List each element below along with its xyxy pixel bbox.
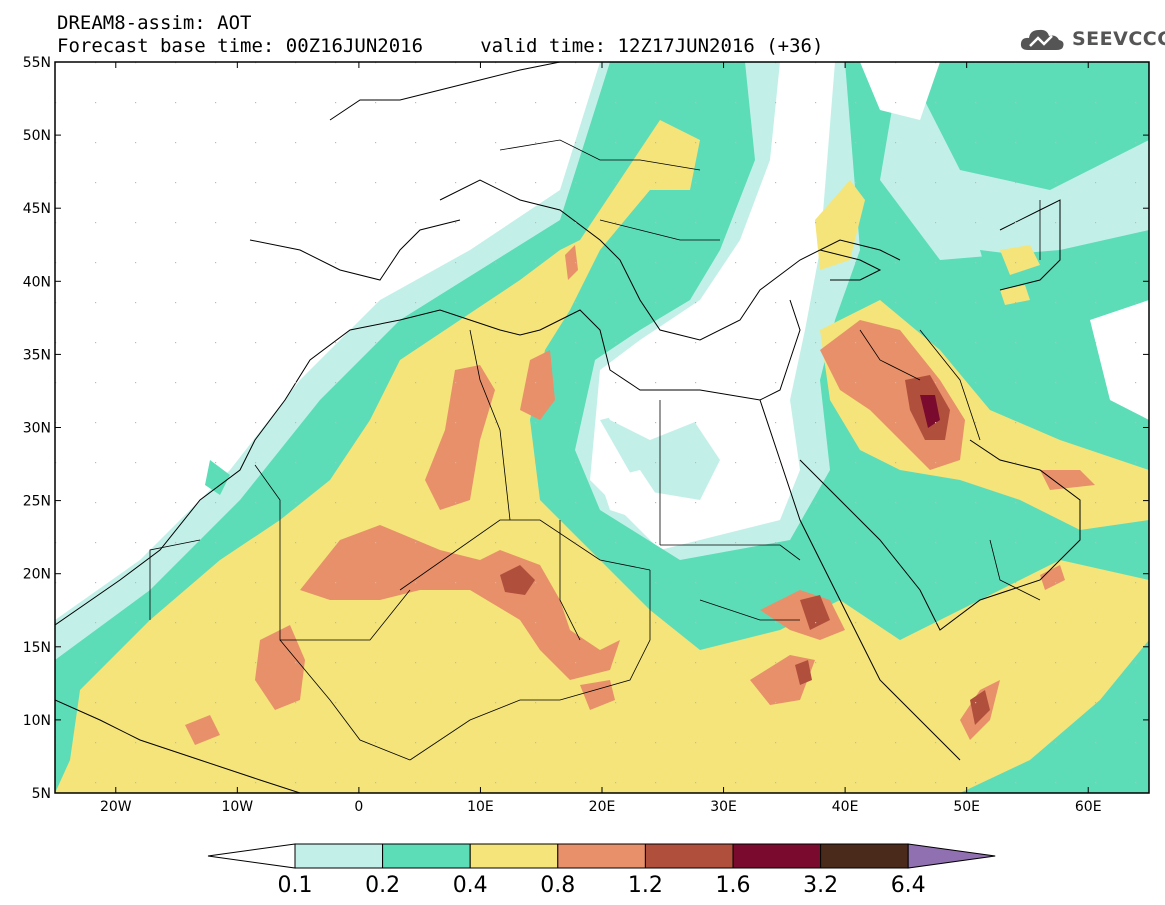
colorbar-label: 1.2 [628, 873, 663, 898]
colorbar-swatch [557, 843, 646, 869]
colorbar-label: 6.4 [891, 873, 926, 898]
colorbar-label: 3.2 [803, 873, 838, 898]
lat-label: 55N [23, 55, 51, 71]
lon-label: 30E [710, 799, 737, 815]
forecast-time-line: Forecast base time: 00Z16JUN2016 valid t… [57, 35, 824, 57]
lat-label: 15N [23, 640, 51, 656]
lon-label: 10E [467, 799, 494, 815]
colorbar-label: 0.1 [278, 873, 313, 898]
lat-label: 10N [23, 713, 51, 729]
lon-label: 10W [221, 799, 253, 815]
lon-label: 20E [589, 799, 616, 815]
lat-label: 20N [23, 567, 51, 583]
lon-label: 20W [100, 799, 132, 815]
colorbar-under-arrow [207, 843, 296, 869]
lon-label: 0 [354, 799, 363, 815]
lat-label: 50N [23, 128, 51, 144]
colorbar-label: 1.6 [716, 873, 751, 898]
colorbar-swatch [382, 843, 471, 869]
logo-text: SEEVCCC [1072, 28, 1165, 50]
lat-label: 45N [23, 201, 51, 217]
colorbar-swatch [820, 843, 909, 869]
latitude-axis: 55N 50N 45N 40N 35N 30N 25N 20N 15N 10N 5N [23, 55, 1149, 802]
lon-label: 60E [1075, 799, 1102, 815]
cloud-icon [1020, 29, 1064, 50]
lat-label: 25N [23, 494, 51, 510]
colorbar-label: 0.4 [453, 873, 488, 898]
map-title: DREAM8-assim: AOT [57, 12, 252, 34]
lon-label: 50E [953, 799, 980, 815]
colorbar-over-arrow [907, 843, 996, 869]
colorbar-swatch [469, 843, 559, 869]
colorbar: 0.1 0.2 0.4 0.8 1.2 1.6 3.2 6.4 [207, 843, 996, 898]
longitude-axis: 20W 10W 0 10E 20E 30E 40E 50E 60E [100, 62, 1102, 815]
seevccc-logo: SEEVCCC [1018, 22, 1165, 56]
aot-field [55, 62, 1149, 793]
lat-label: 40N [23, 274, 51, 290]
colorbar-swatch [732, 843, 822, 869]
lat-label: 30N [23, 421, 51, 437]
colorbar-swatch [294, 843, 384, 869]
lon-label: 40E [832, 799, 859, 815]
lat-label: 5N [32, 786, 51, 802]
lat-label: 35N [23, 347, 51, 363]
colorbar-swatch [644, 843, 734, 869]
colorbar-label: 0.8 [540, 873, 575, 898]
colorbar-label: 0.2 [365, 873, 400, 898]
